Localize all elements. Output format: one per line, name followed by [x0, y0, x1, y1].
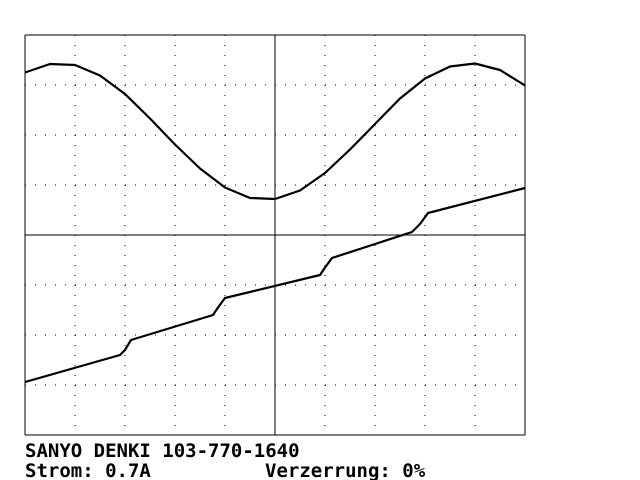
caption-line: SANYO DENKI 103-770-1640 [25, 440, 300, 462]
caption-line: Strom: 0.7A [25, 460, 151, 480]
caption-line: Verzerrung: 0% [265, 460, 426, 480]
trace [24, 186, 526, 384]
trace [24, 62, 526, 201]
